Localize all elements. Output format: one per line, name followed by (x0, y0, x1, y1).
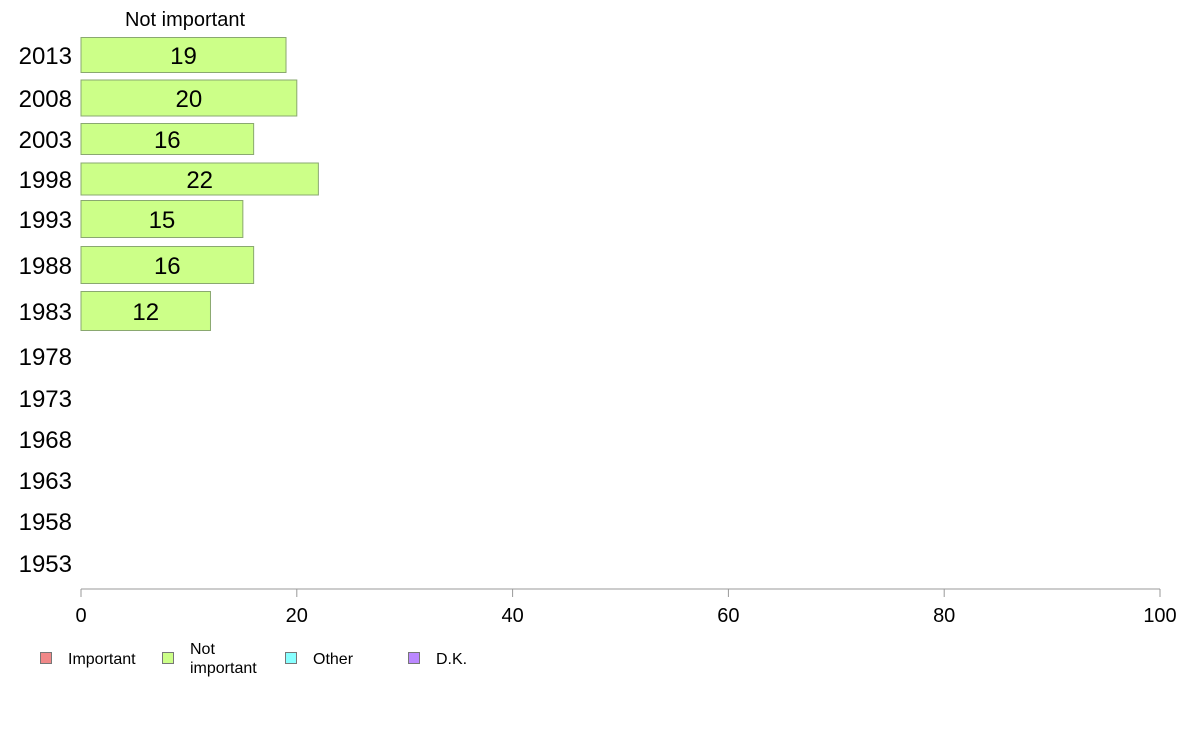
bar (80, 79, 298, 117)
legend-label-other: Other (313, 651, 354, 668)
legend-swatch-important (40, 652, 52, 664)
x-tick-label: 0 (75, 605, 86, 627)
year-label: 2013 (19, 43, 72, 70)
legend: Important Not important Other D.K. (0, 640, 600, 690)
column-header: Not important (125, 9, 245, 31)
year-label: 1983 (19, 299, 72, 326)
x-axis-ticks: 0 20 40 60 80 100 (75, 589, 1177, 627)
x-tick-label: 80 (933, 605, 955, 627)
bar-value-label: 16 (154, 253, 181, 280)
bar (80, 123, 255, 155)
bar-value-label: 15 (149, 207, 176, 234)
legend-swatch-not-important (162, 652, 174, 664)
bar (80, 162, 319, 196)
year-label: 2008 (19, 86, 72, 113)
year-label: 2003 (19, 127, 72, 154)
year-label: 1998 (19, 167, 72, 194)
bar-value-label: 16 (154, 127, 181, 154)
x-tick-label: 100 (1143, 605, 1176, 627)
legend-item-other: Other (285, 640, 353, 669)
bar-value-label: 20 (176, 86, 203, 113)
legend-label-dk: D.K. (436, 651, 468, 668)
bar (80, 246, 255, 284)
bar-value-label: 19 (170, 43, 197, 70)
x-tick-label: 20 (286, 605, 308, 627)
bar-value-label: 22 (186, 167, 213, 194)
year-label: 1953 (19, 551, 72, 578)
x-tick-label: 60 (717, 605, 739, 627)
year-label: 1993 (19, 207, 72, 234)
legend-item-not-important: Not important (162, 640, 257, 678)
bar (80, 37, 287, 73)
legend-label-not-important: Not important (190, 641, 257, 677)
year-label: 1973 (19, 386, 72, 413)
year-label: 1988 (19, 253, 72, 280)
year-label: 1963 (19, 468, 72, 495)
bar (80, 291, 211, 331)
year-label: 1978 (19, 344, 72, 371)
legend-item-important: Important (40, 640, 136, 669)
legend-swatch-other (285, 652, 297, 664)
legend-label-important: Important (68, 651, 136, 668)
year-label: 1968 (19, 427, 72, 454)
year-label: 1958 (19, 509, 72, 536)
legend-swatch-dk (408, 652, 420, 664)
legend-item-dk: D.K. (408, 640, 467, 669)
x-tick-label: 40 (501, 605, 523, 627)
bar (80, 200, 244, 238)
bar-value-label: 12 (132, 299, 159, 326)
year-labels: 2013 2008 2003 1998 1993 1988 1983 1978 1973 1968… (19, 43, 72, 578)
